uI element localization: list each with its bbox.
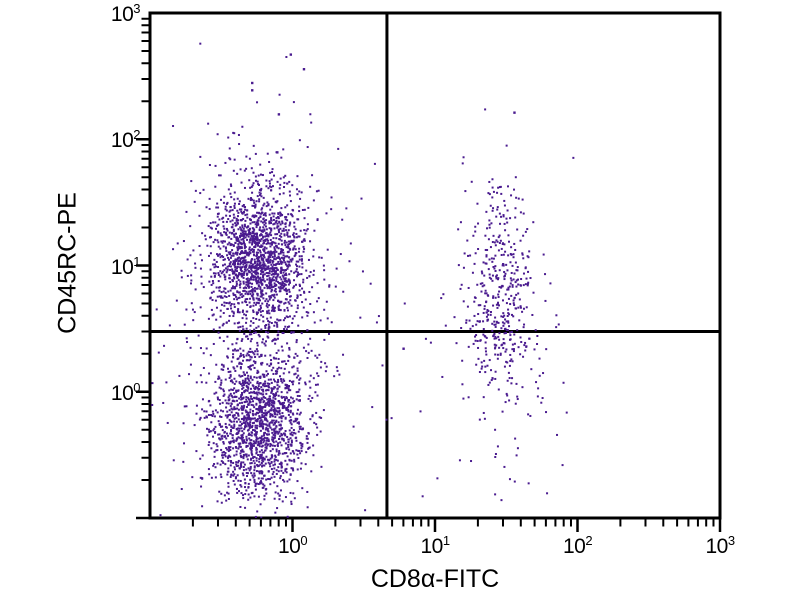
y-axis-title: CD45RC-PE: [53, 192, 82, 334]
y-tick-label-1e2: 102: [110, 127, 141, 153]
x-tick-label-1e2: 102: [562, 533, 593, 558]
x-axis-title: CD8α-FITC: [370, 565, 500, 593]
x-tick-label-1e3: 103: [705, 533, 735, 558]
y-tick-label-1e3: 103: [110, 1, 141, 27]
x-tick-label-1e1: 101: [420, 533, 450, 558]
x-tick-label-1e0: 100: [277, 533, 308, 558]
y-tick-label-1e1: 101: [110, 253, 141, 279]
y-tick-label-1e0: 100: [110, 379, 141, 405]
